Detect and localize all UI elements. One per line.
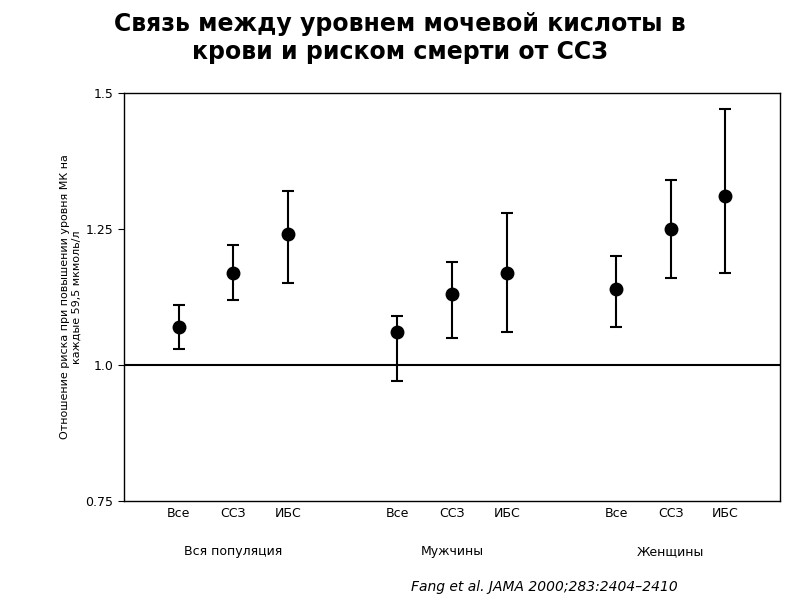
Text: Вся популяция: Вся популяция [184, 545, 282, 559]
Text: Мужчины: Мужчины [421, 545, 483, 559]
Text: Fang et al. JAMA 2000;283:2404–2410: Fang et al. JAMA 2000;283:2404–2410 [410, 580, 678, 594]
Text: Связь между уровнем мочевой кислоты в
крови и риском смерти от ССЗ: Связь между уровнем мочевой кислоты в кр… [114, 12, 686, 64]
Y-axis label: Отношение риска при повышении уровня МК на
каждые 59,5 мкмоль/л: Отношение риска при повышении уровня МК … [60, 155, 82, 439]
Text: Женщины: Женщины [637, 545, 704, 559]
